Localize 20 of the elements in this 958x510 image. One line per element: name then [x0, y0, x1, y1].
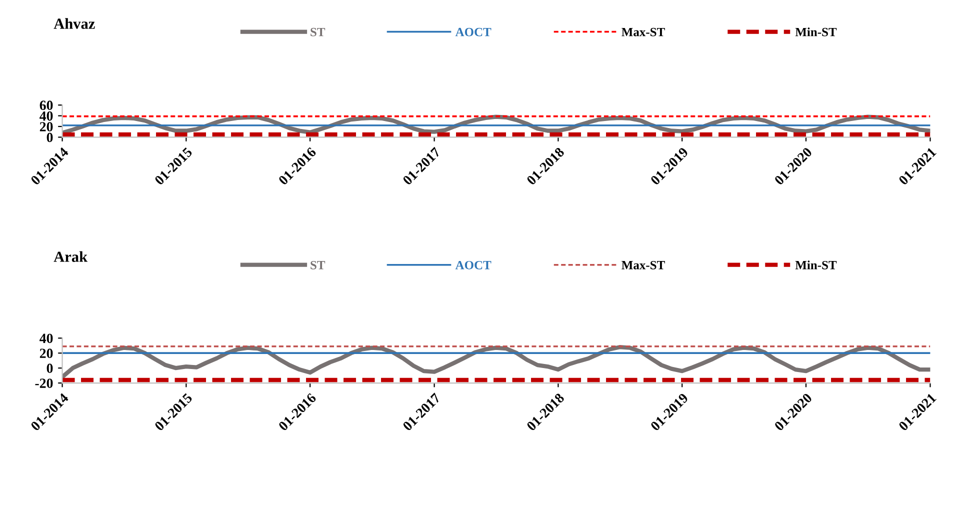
- legend-label: AOCT: [455, 28, 492, 36]
- legend-label: Min-ST: [795, 27, 837, 36]
- text: ST: [310, 260, 326, 270]
- line-series: [62, 345, 930, 380]
- y-tick-label: 40: [40, 111, 53, 121]
- y-tick-label: 40: [40, 334, 53, 344]
- y-tick-label: 20: [40, 348, 53, 358]
- legend-label: Max-ST: [622, 260, 665, 270]
- legend-label: AOCT: [455, 260, 492, 270]
- y-tick-label: -20: [35, 378, 53, 388]
- chart-title: Arak: [54, 251, 88, 262]
- legend-label: Min-ST: [795, 260, 837, 270]
- y-tick-label: 0: [46, 364, 53, 374]
- y-tick-label: 0: [46, 132, 53, 142]
- chart-title: Ahvaz: [54, 18, 95, 29]
- y-tick-label: 60: [40, 100, 53, 110]
- legend-label: Max-ST: [622, 28, 665, 36]
- line-series: [62, 114, 930, 135]
- y-tick-label: 20: [40, 122, 53, 132]
- text: ST: [310, 28, 326, 36]
